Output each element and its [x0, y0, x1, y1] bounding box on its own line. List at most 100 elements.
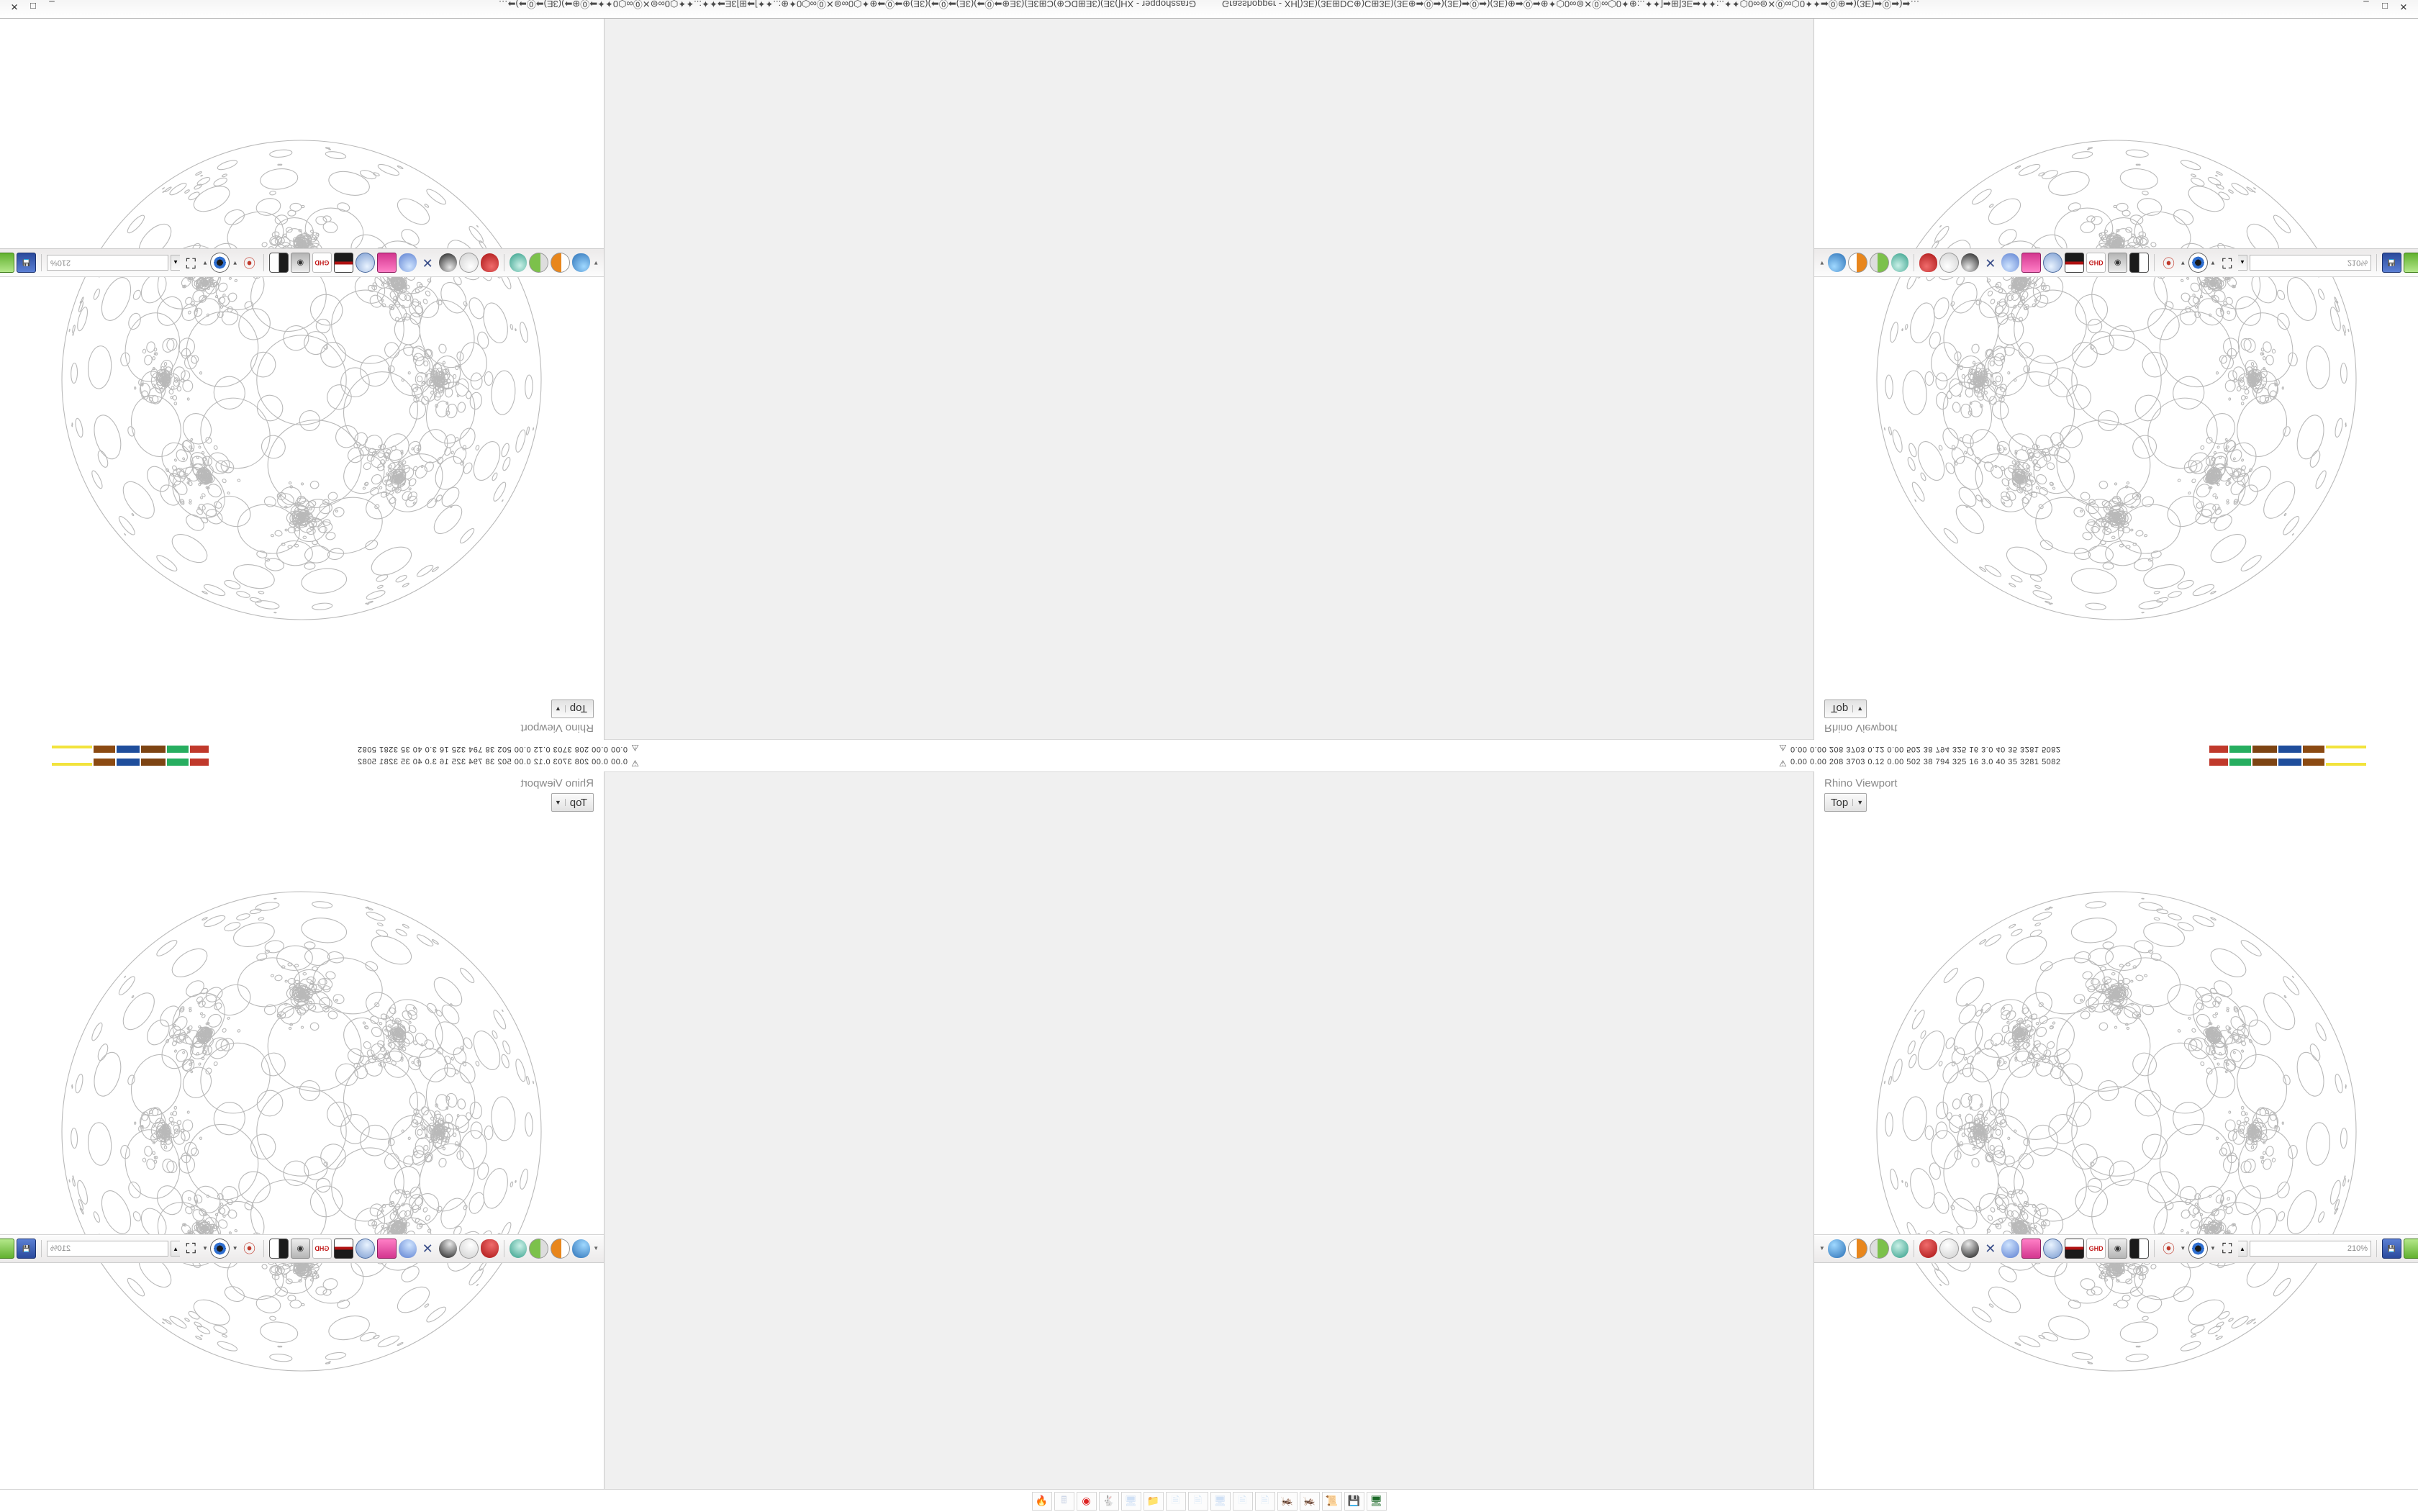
dropdown-caret-1-icon[interactable]: ▼ — [232, 253, 238, 272]
ghd-icon[interactable]: GHD — [312, 253, 332, 273]
taskbar-item-terminal-icon[interactable]: 🖥 — [1367, 1492, 1387, 1511]
taskbar-item-notepad-icon[interactable]: 🗎 — [1255, 1492, 1275, 1511]
viewport-view-dropdown[interactable]: Top ▼ — [551, 700, 594, 718]
zoom-field[interactable]: 210% — [2250, 255, 2371, 271]
render-teal-icon[interactable] — [1891, 1239, 1909, 1258]
close-button[interactable]: ✕ — [7, 0, 22, 14]
taskbar-item-grasshopper-icon[interactable]: 🦗 — [1300, 1492, 1320, 1511]
render-orange-icon[interactable] — [1848, 1239, 1867, 1259]
print-icon[interactable]: ◉ — [291, 1239, 310, 1259]
new-doc-icon[interactable] — [2404, 1239, 2418, 1259]
flame-icon[interactable]: ⦿ — [2160, 253, 2178, 272]
render-orange-icon[interactable] — [1848, 253, 1867, 273]
material-red-icon[interactable] — [1919, 1239, 1937, 1258]
flame-icon[interactable]: ⦿ — [2160, 1239, 2178, 1258]
close-button[interactable]: ✕ — [2396, 0, 2411, 14]
shade-icon[interactable] — [269, 1239, 289, 1259]
render-teal-icon[interactable] — [510, 1239, 527, 1258]
render-green-icon[interactable] — [529, 253, 548, 273]
flame-icon[interactable]: ⦿ — [240, 1239, 258, 1258]
book-icon[interactable] — [334, 253, 353, 273]
window-controls[interactable]: _ □ ✕ — [7, 0, 59, 14]
render-blue-icon[interactable] — [572, 1239, 590, 1258]
dropdown-caret-2-icon[interactable]: ▼ — [2210, 1239, 2216, 1258]
fullscreen-icon[interactable]: ⛶ — [2218, 1239, 2236, 1258]
save-disk-icon[interactable]: 💾 — [2382, 1239, 2401, 1259]
dropdown-caret-2-icon[interactable]: ▼ — [202, 1239, 209, 1258]
render-teal-icon[interactable] — [1891, 253, 1909, 272]
material-white-icon[interactable] — [459, 253, 479, 273]
print-icon[interactable]: ◉ — [2108, 253, 2127, 273]
zoom-field[interactable]: 210% — [47, 1241, 168, 1257]
render-orange-icon[interactable] — [551, 1239, 570, 1259]
viewport-view-dropdown[interactable]: Top ▼ — [1824, 700, 1867, 718]
fullscreen-icon[interactable]: ⛶ — [182, 1239, 200, 1258]
eye-icon[interactable] — [2188, 1239, 2208, 1259]
box-pink-icon[interactable] — [377, 253, 397, 273]
taskbar-item-scroll-icon[interactable]: 📜 — [1322, 1492, 1342, 1511]
rhino-viewport-panel[interactable]: Rhino Viewport Top ▼ ▼ ✕ — [0, 771, 604, 1495]
maximize-button[interactable]: □ — [26, 0, 40, 14]
dropdown-caret-1-icon[interactable]: ▼ — [2180, 253, 2186, 272]
taskbar-item-notepad-icon[interactable]: 🗎 — [1188, 1492, 1208, 1511]
ghd-icon[interactable]: GHD — [312, 1239, 332, 1259]
eye-icon[interactable] — [2188, 253, 2208, 273]
zoom-spinner[interactable]: ▲ — [2238, 255, 2247, 271]
render-blue-icon[interactable] — [572, 253, 590, 272]
render-green-icon[interactable] — [1870, 253, 1889, 273]
dropdown-caret-2-icon[interactable]: ▼ — [2210, 253, 2216, 272]
rhino-toolbar[interactable]: ▼ ✕ GHD ◉ — [0, 248, 604, 277]
eye-icon[interactable] — [210, 1239, 230, 1259]
shade-icon[interactable] — [2129, 253, 2149, 273]
taskbar[interactable]: 🔥🖩◉🐇🖥📁🗎🗎🖥🗎🗎🦗🦗📜💾🖥 — [0, 1489, 2418, 1512]
light-icon[interactable] — [2001, 253, 2019, 272]
mesh-icon[interactable]: ✕ — [1981, 1239, 1999, 1258]
book-icon[interactable] — [2065, 1239, 2084, 1259]
print-icon[interactable]: ◉ — [2108, 1239, 2127, 1259]
material-red-icon[interactable] — [1919, 253, 1937, 272]
shade-icon[interactable] — [2129, 1239, 2149, 1259]
flame-icon[interactable]: ⦿ — [240, 253, 258, 272]
taskbar-item-display-icon[interactable]: 🖥 — [1210, 1492, 1231, 1511]
zoom-icon[interactable] — [2043, 253, 2062, 273]
taskbar-item-settings-icon[interactable]: 🖥 — [1121, 1492, 1141, 1511]
zoom-field[interactable]: 210% — [2250, 1241, 2371, 1257]
save-disk-icon[interactable]: 💾 — [2382, 253, 2401, 273]
taskbar-item-grasshopper-icon[interactable]: 🦗 — [1277, 1492, 1298, 1511]
toolbar-overflow-icon[interactable]: ▼ — [592, 1239, 599, 1258]
mesh-icon[interactable]: ✕ — [1981, 253, 1999, 272]
box-pink-icon[interactable] — [2021, 1239, 2041, 1259]
shade-icon[interactable] — [269, 253, 289, 273]
fullscreen-icon[interactable]: ⛶ — [2218, 253, 2236, 272]
taskbar-item-calculator-icon[interactable]: 🖩 — [1054, 1492, 1074, 1511]
taskbar-item-firefox-icon[interactable]: 🔥 — [1032, 1492, 1052, 1511]
book-icon[interactable] — [2065, 253, 2084, 273]
viewport-view-dropdown[interactable]: Top ▼ — [551, 793, 594, 812]
render-green-icon[interactable] — [529, 1239, 548, 1259]
eye-icon[interactable] — [210, 253, 230, 273]
rhino-toolbar[interactable]: ▼ ✕ GHD ◉ — [0, 1234, 604, 1263]
box-pink-icon[interactable] — [377, 1239, 397, 1259]
zoom-spinner[interactable]: ▲ — [171, 1241, 180, 1257]
rhino-toolbar[interactable]: ▼ ✕ GHD ◉ — [1814, 248, 2418, 277]
save-disk-icon[interactable]: 💾 — [17, 253, 36, 273]
box-pink-icon[interactable] — [2021, 253, 2041, 273]
taskbar-item-notepad-icon[interactable]: 🗎 — [1233, 1492, 1253, 1511]
material-red-icon[interactable] — [481, 253, 499, 272]
material-white-icon[interactable] — [459, 1239, 479, 1259]
material-red-icon[interactable] — [481, 1239, 499, 1258]
dropdown-caret-2-icon[interactable]: ▼ — [202, 253, 209, 272]
taskbar-item-notepad-icon[interactable]: 🗎 — [1166, 1492, 1186, 1511]
zoom-spinner[interactable]: ▲ — [171, 255, 180, 271]
print-icon[interactable]: ◉ — [291, 253, 310, 273]
dropdown-caret-1-icon[interactable]: ▼ — [232, 1239, 238, 1258]
rhino-viewport-panel[interactable]: Rhino Viewport Top ▼ ▼ ✕ — [0, 16, 604, 740]
material-black-icon[interactable] — [439, 253, 457, 272]
render-blue-icon[interactable] — [1828, 253, 1846, 272]
zoom-field[interactable]: 210% — [47, 255, 168, 271]
book-icon[interactable] — [334, 1239, 353, 1259]
material-white-icon[interactable] — [1939, 1239, 1959, 1259]
rhino-viewport-panel[interactable]: Rhino Viewport Top ▼ ▼ ✕ — [1814, 771, 2418, 1495]
render-blue-icon[interactable] — [1828, 1239, 1846, 1258]
fullscreen-icon[interactable]: ⛶ — [182, 253, 200, 272]
